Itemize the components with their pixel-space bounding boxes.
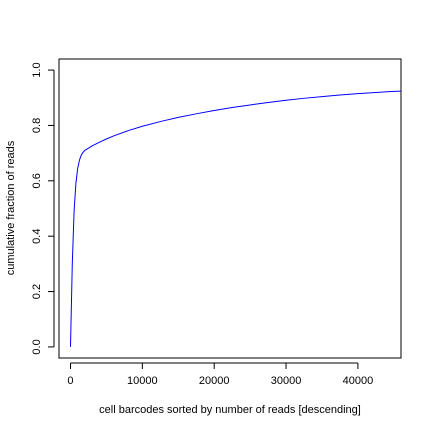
y-axis: 0.0 0.2 0.4 0.6 0.8 1.0 (31, 62, 55, 355)
series-line-0 (70, 90, 402, 347)
x-tick-label: 10000 (127, 375, 158, 387)
y-tick-label: 0.2 (31, 284, 43, 299)
series-layer (70, 90, 402, 347)
y-tick-label: 0.0 (31, 339, 43, 354)
y-tick-label: 1.0 (31, 62, 43, 77)
x-axis-title: cell barcodes sorted by number of reads … (99, 404, 361, 416)
x-axis: 0 10000 20000 30000 40000 (67, 362, 374, 387)
plot-frame (58, 58, 402, 359)
x-tick-label: 20000 (199, 375, 230, 387)
y-axis-title: cumulative fraction of reads (5, 140, 17, 275)
x-tick-label: 0 (67, 375, 73, 387)
y-tick-label: 0.6 (31, 173, 43, 188)
y-tick-label: 0.4 (31, 229, 43, 244)
x-tick-label: 30000 (271, 375, 302, 387)
y-tick-label: 0.8 (31, 118, 43, 133)
x-tick-label: 40000 (343, 375, 374, 387)
